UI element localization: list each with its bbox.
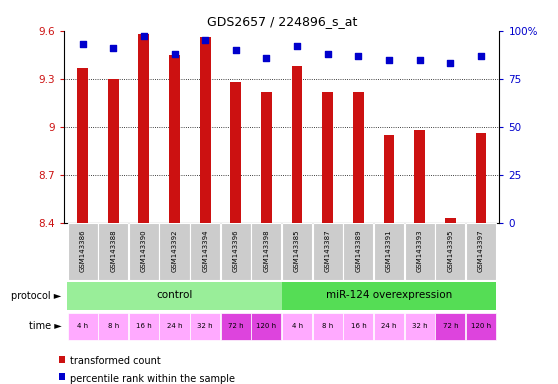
Bar <box>405 313 435 340</box>
Point <box>262 55 271 61</box>
Bar <box>67 282 282 310</box>
Point <box>292 43 301 49</box>
Text: 16 h: 16 h <box>350 323 366 329</box>
Text: time ►: time ► <box>28 321 61 331</box>
Text: 24 h: 24 h <box>381 323 397 329</box>
Text: GSM143386: GSM143386 <box>80 229 85 272</box>
Text: 8 h: 8 h <box>108 323 119 329</box>
Bar <box>160 313 190 340</box>
Bar <box>475 133 487 223</box>
Text: GSM143392: GSM143392 <box>171 229 177 271</box>
Bar <box>108 79 118 223</box>
Point <box>232 47 240 53</box>
Text: GSM143385: GSM143385 <box>294 229 300 271</box>
Bar <box>261 91 272 223</box>
Bar <box>129 313 159 340</box>
Bar <box>169 55 180 223</box>
Bar <box>435 223 465 280</box>
Bar <box>200 37 210 223</box>
Bar <box>129 223 159 280</box>
Point <box>384 56 393 63</box>
Text: 32 h: 32 h <box>412 323 427 329</box>
Point <box>446 60 455 66</box>
Text: 8 h: 8 h <box>322 323 333 329</box>
Text: percentile rank within the sample: percentile rank within the sample <box>70 374 235 384</box>
Text: GSM143395: GSM143395 <box>448 229 453 271</box>
Text: 24 h: 24 h <box>167 323 182 329</box>
Bar <box>312 313 343 340</box>
Bar <box>98 313 128 340</box>
Bar <box>68 223 98 280</box>
Point <box>477 53 485 59</box>
Bar <box>405 223 435 280</box>
Bar <box>230 82 241 223</box>
Text: GSM143396: GSM143396 <box>233 229 239 272</box>
Text: GSM143397: GSM143397 <box>478 229 484 272</box>
Bar <box>374 223 404 280</box>
Text: GSM143388: GSM143388 <box>110 229 116 272</box>
Bar <box>138 34 149 223</box>
Bar <box>312 223 343 280</box>
Text: miR-124 overexpression: miR-124 overexpression <box>326 290 452 300</box>
Bar <box>415 130 425 223</box>
Bar <box>221 223 251 280</box>
Text: GSM143398: GSM143398 <box>263 229 270 272</box>
Bar <box>282 282 497 310</box>
Bar <box>282 223 312 280</box>
Text: transformed count: transformed count <box>70 356 161 366</box>
Text: GSM143393: GSM143393 <box>417 229 423 272</box>
Bar <box>445 218 456 223</box>
Point <box>78 41 87 47</box>
Bar <box>98 223 128 280</box>
Point <box>170 51 179 57</box>
Bar <box>343 313 373 340</box>
Bar <box>323 91 333 223</box>
Text: 32 h: 32 h <box>198 323 213 329</box>
Bar <box>353 91 364 223</box>
Title: GDS2657 / 224896_s_at: GDS2657 / 224896_s_at <box>206 15 357 28</box>
Text: 4 h: 4 h <box>291 323 302 329</box>
Bar <box>221 313 251 340</box>
Bar <box>292 66 302 223</box>
Bar <box>435 313 465 340</box>
Point <box>109 45 118 51</box>
Text: 16 h: 16 h <box>136 323 152 329</box>
Bar <box>374 313 404 340</box>
Bar <box>384 135 395 223</box>
Bar <box>160 223 190 280</box>
Text: GSM143391: GSM143391 <box>386 229 392 272</box>
Bar <box>466 223 496 280</box>
Text: 72 h: 72 h <box>442 323 458 329</box>
Bar <box>77 68 88 223</box>
Bar <box>466 313 496 340</box>
Text: control: control <box>156 290 193 300</box>
Text: 4 h: 4 h <box>77 323 88 329</box>
Text: 120 h: 120 h <box>257 323 277 329</box>
Bar <box>252 223 281 280</box>
Point <box>415 56 424 63</box>
Point <box>201 37 210 43</box>
Bar <box>252 313 281 340</box>
Text: GSM143394: GSM143394 <box>202 229 208 271</box>
Bar <box>343 223 373 280</box>
Bar <box>68 313 98 340</box>
Point <box>140 33 148 40</box>
Text: 120 h: 120 h <box>471 323 491 329</box>
Text: protocol ►: protocol ► <box>11 291 61 301</box>
Text: GSM143390: GSM143390 <box>141 229 147 272</box>
Bar <box>190 313 220 340</box>
Bar <box>282 313 312 340</box>
Point <box>354 53 363 59</box>
Text: GSM143387: GSM143387 <box>325 229 331 272</box>
Point <box>323 51 332 57</box>
Text: GSM143389: GSM143389 <box>355 229 362 272</box>
Text: 72 h: 72 h <box>228 323 244 329</box>
Bar <box>190 223 220 280</box>
